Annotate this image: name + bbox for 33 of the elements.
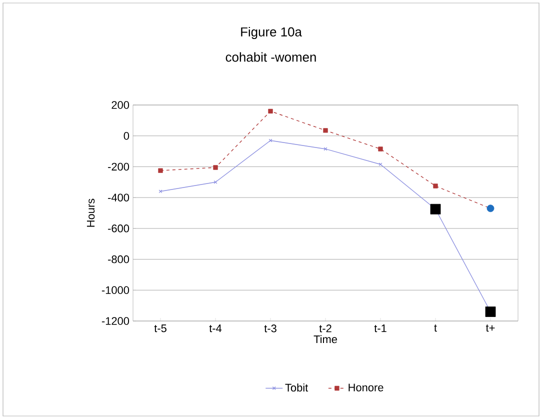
y-tick-label: 200 <box>112 101 130 109</box>
y-tick-label: -1200 <box>102 317 130 325</box>
point <box>378 162 382 166</box>
point <box>433 184 438 188</box>
y-tick-label: -400 <box>108 194 130 202</box>
y-tick-label: 0 <box>124 132 130 140</box>
y-tick-label: -200 <box>108 162 130 171</box>
point <box>378 146 383 152</box>
x-tick-label: t <box>434 324 437 332</box>
legend-label: Honore <box>348 384 384 392</box>
point <box>430 204 441 214</box>
x-tick-label: t-2 <box>319 324 332 332</box>
chart-subtitle: cohabit -women <box>226 52 316 62</box>
chart-title: Figure 10a <box>241 26 302 40</box>
point <box>485 306 496 317</box>
y-tick-label: -800 <box>108 255 130 264</box>
point <box>158 168 163 173</box>
point <box>268 138 272 142</box>
y-axis-title: Hours <box>86 198 95 227</box>
x-axis-title: Time <box>314 335 337 344</box>
y-tick-label: -1000 <box>102 286 130 294</box>
point <box>324 147 328 151</box>
x-tick-label: t-1 <box>374 324 386 332</box>
x-tick-label: t-4 <box>209 324 222 332</box>
x-tick-label: t-3 <box>264 324 276 332</box>
x-tick-label: t-5 <box>154 324 166 332</box>
legend-label: Tobit <box>285 384 308 392</box>
x-tick-label: t+ <box>486 324 495 332</box>
point <box>214 180 218 184</box>
point <box>323 128 328 133</box>
point <box>268 108 273 114</box>
point <box>213 165 218 170</box>
y-tick-label: -600 <box>108 224 130 232</box>
